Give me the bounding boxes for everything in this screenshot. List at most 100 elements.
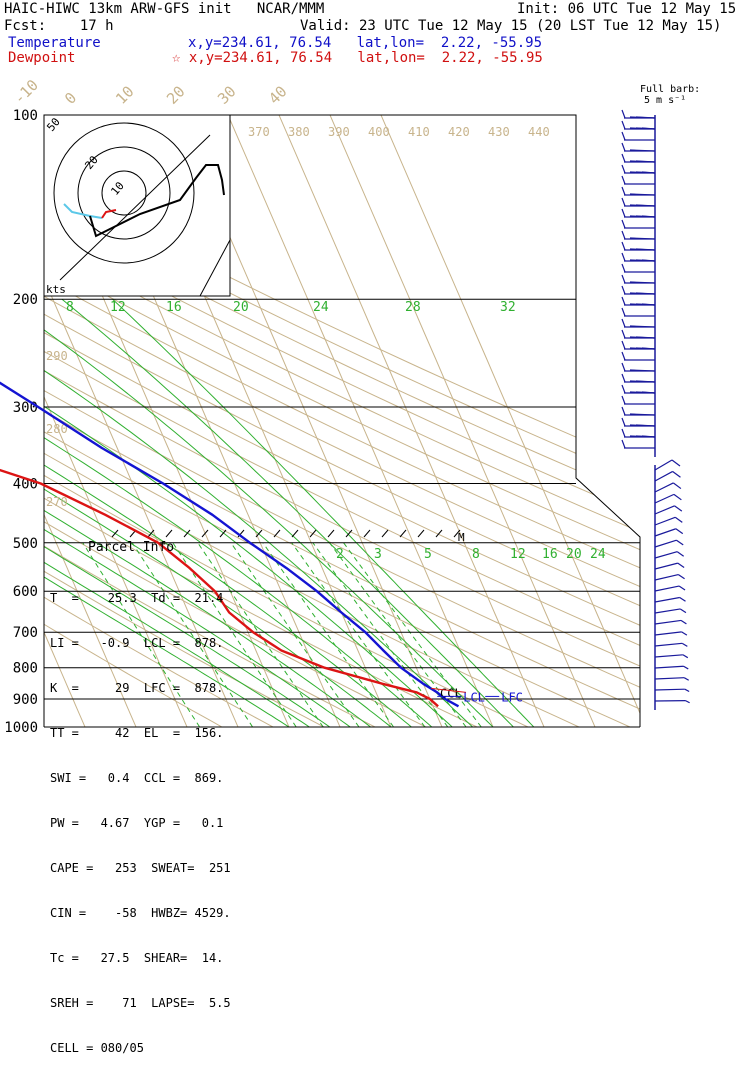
wind-barb-tick [672,460,680,466]
wind-barb-tick [673,471,681,477]
wind-barb-tick [675,517,682,522]
wind-barb-tick [682,632,687,635]
pressure-label: 700 [13,625,38,641]
pressure-label: 500 [13,536,38,552]
wind-barb [655,575,678,580]
wind-barb-tick [622,418,625,426]
ccl-label: CCL [440,686,462,700]
wind-barb-tick [622,352,625,360]
wind-barb-tick [674,494,681,499]
wind-barb-tick [622,132,625,140]
wind-barb-tick [622,429,625,437]
wind-barb-tick [622,341,625,349]
wind-barb [655,689,685,690]
theta-label: 380 [288,125,310,139]
parcel-row: CIN = -58 HWBZ= 4529. [50,906,231,921]
wind-barb-tick [682,643,687,646]
wind-barb-tick [622,396,625,404]
wind-barb-tick [622,154,625,162]
pressure-label: 800 [13,661,38,677]
wind-barb-tick [685,689,689,691]
wind-barb [655,563,678,569]
wind-barb-tick [622,407,625,415]
mixing-ratio-label: 16 [542,547,558,562]
wind-barb [655,529,676,536]
wind-barb [655,643,682,646]
hatch-mark [328,530,334,537]
wind-barb-tick [676,529,683,534]
parcel-row: T = 25.3 Td = 21.4 [50,591,231,606]
wind-barb-tick [673,483,681,489]
wind-barb-tick [678,575,684,579]
skewt-diagram: HAIC-HIWC 13km ARW-GFS init NCAR/MMM Ini… [0,0,740,740]
theta-label: 370 [248,125,270,139]
wind-barb-tick [622,308,625,316]
wind-barb-tick [622,121,625,129]
wind-barb-tick [680,598,686,602]
parcel-row: K = 29 LFC = 878. [50,681,231,696]
hatch-mark [310,530,316,537]
theta-e-label: 28 [405,300,421,315]
wind-barb-tick [622,385,625,393]
hatch-mark [364,530,370,537]
parcel-row: TT = 42 EL = 156. [50,726,231,741]
mixing-ratio-label: 5 [424,547,432,562]
wind-barb-tick [622,242,625,250]
wind-barb [655,620,681,624]
theta-label: 420 [448,125,470,139]
parcel-info-table: T = 25.3 Td = 21.4 LI = -0.9 LCL = 878. … [50,561,231,1086]
isotherm-label: 20 [163,82,189,108]
hatch-mark [166,530,172,537]
wind-barb-tick [622,319,625,327]
wind-barb-tick [675,506,682,511]
wind-barb-tick [622,275,625,283]
wind-barb [655,678,684,679]
pressure-label: 600 [13,584,38,600]
pressure-label: 200 [13,292,38,308]
wind-barb-tick [622,209,625,217]
wind-barb-tick [622,363,625,371]
mixing-ratio-label: 2 [336,547,344,562]
isotherm-line [381,115,646,727]
wind-barb [655,598,680,603]
parcel-row: Tc = 27.5 SHEAR= 14. [50,951,231,966]
parcel-row: CAPE = 253 SWEAT= 251 [50,861,231,876]
mixing-ratio-label: 20 [566,547,582,562]
hodograph-unit-label: kts [46,283,66,296]
pressure-label: 900 [13,692,38,708]
wind-barb-tick [679,586,685,590]
theta-label: 400 [368,125,390,139]
wind-barb-tick [684,678,689,681]
wind-barb [655,586,679,591]
wind-barb-tick [622,264,625,272]
parcel-info-title: Parcel Info [88,540,174,555]
parcel-row: LI = -0.9 LCL = 878. [50,636,231,651]
wind-barb [655,506,675,514]
wind-barb [655,632,682,635]
parcel-row: CELL = 080/05 [50,1041,231,1056]
theta-label: 440 [528,125,550,139]
theta-e-label: 24 [313,300,329,315]
wind-barb-tick [622,110,625,118]
wind-barb [655,552,677,558]
wind-barb-tick [622,330,625,338]
wind-barb-tick [622,231,625,239]
wind-barb-tick [622,198,625,206]
parcel-row: SWI = 0.4 CCL = 869. [50,771,231,786]
parcel-row: PW = 4.67 YGP = 0.1 [50,816,231,831]
theta-label: 390 [328,125,350,139]
wind-barb [655,460,672,470]
hatch-mark [292,530,298,537]
hatch-mark [418,530,424,537]
theta-e-label: 12 [110,300,126,315]
lfc-label: LFC [501,690,523,704]
wind-barb [655,655,683,657]
pressure-label: 100 [13,108,38,124]
mixing-ratio-label: 8 [472,547,480,562]
theta-label: 410 [408,125,430,139]
mixing-ratio-label: 12 [510,547,526,562]
wind-barb-tick [622,374,625,382]
wind-barb-tick [684,666,689,669]
hatch-mark [382,530,388,537]
theta-label: 430 [488,125,510,139]
